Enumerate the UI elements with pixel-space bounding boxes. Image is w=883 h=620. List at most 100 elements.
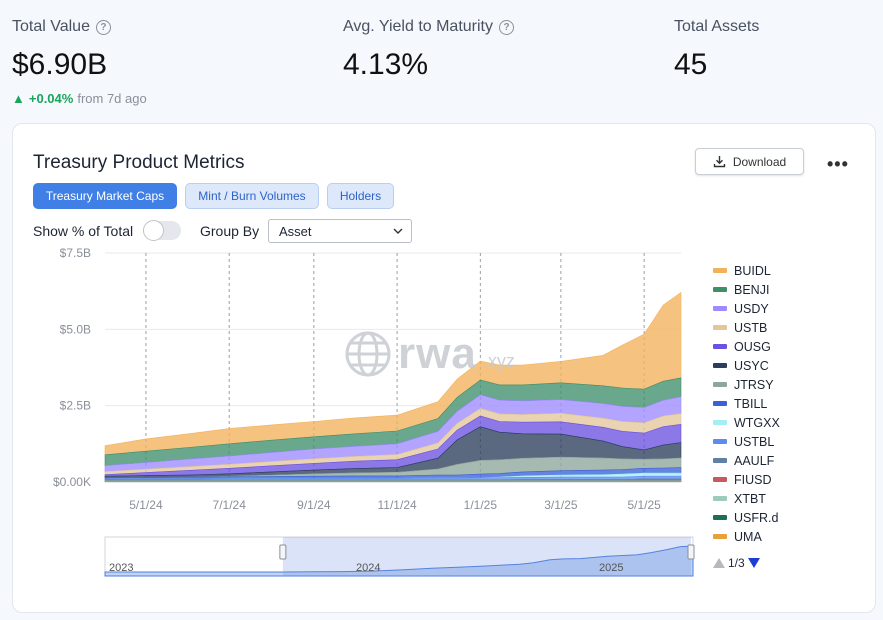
x-tick-label: 11/1/24 [378, 498, 417, 512]
legend-swatch [713, 534, 727, 539]
legend-item[interactable]: AAULF [713, 451, 780, 470]
chevron-down-icon [393, 228, 403, 234]
navigator-selection [282, 537, 691, 576]
legend-item[interactable]: FIUSD [713, 470, 780, 489]
x-tick-label: 7/1/24 [213, 498, 247, 512]
legend-item[interactable]: BENJI [713, 280, 780, 299]
globe-icon [345, 331, 391, 377]
x-tick-label: 9/1/24 [297, 498, 331, 512]
download-icon [713, 156, 726, 168]
legend-label: TBILL [734, 396, 768, 411]
card-title: Treasury Product Metrics [33, 152, 245, 173]
legend-item[interactable]: OUSG [713, 337, 780, 356]
legend-label: USYC [734, 358, 769, 373]
legend-item[interactable]: WTGXX [713, 413, 780, 432]
assets-value: 45 [674, 48, 708, 81]
legend-label: UMA [734, 529, 762, 544]
navigator-handle [279, 544, 287, 560]
navigator-year-label: 2023 [109, 562, 133, 574]
navigator-year-label: 2024 [356, 562, 380, 574]
arrow-down-icon[interactable] [747, 558, 760, 568]
legend-label: USDY [734, 301, 769, 316]
help-icon[interactable]: ? [499, 19, 514, 35]
legend-item[interactable]: BUIDL [713, 261, 780, 280]
total-value-stat: Total Value? $6.90B ▲ +0.04% from 7d ago [12, 18, 147, 106]
legend-label: WTGXX [734, 415, 780, 430]
group-by-select[interactable]: Asset [268, 219, 412, 243]
legend-swatch [713, 382, 727, 387]
pager-label: 1/3 [728, 556, 745, 570]
assets-stat: Total Assets 45 [674, 18, 759, 82]
show-pct-label: Show % of Total [33, 223, 134, 239]
legend-swatch [713, 325, 727, 330]
x-tick-label: 3/1/25 [544, 498, 578, 512]
y-tick-label: $5.0B [60, 322, 91, 336]
group-by-label: Group By [200, 223, 260, 239]
yield-label: Avg. Yield to Maturity [343, 18, 493, 35]
legend-label: BUIDL [734, 263, 771, 278]
legend-item[interactable]: USTBL [713, 432, 780, 451]
legend-swatch [713, 287, 727, 292]
y-tick-label: $2.5B [60, 399, 91, 413]
legend-swatch [713, 458, 727, 463]
tab-mint-burn[interactable]: Mint / Burn Volumes [185, 183, 319, 209]
navigator-year-label: 2025 [599, 562, 623, 574]
show-pct-toggle[interactable] [143, 220, 181, 241]
legend-swatch [713, 515, 727, 520]
download-button[interactable]: Download [695, 148, 804, 175]
watermark-suffix: .xyz [482, 350, 515, 371]
legend-label: USFR.d [734, 510, 779, 525]
legend-swatch [713, 268, 727, 273]
legend-swatch [713, 306, 727, 311]
legend-label: OUSG [734, 339, 771, 354]
more-options-icon[interactable]: ••• [827, 154, 849, 174]
legend-item[interactable]: XTBT [713, 489, 780, 508]
treasury-metrics-card: Treasury Product Metrics Download ••• Tr… [12, 123, 876, 613]
total-value-label: Total Value [12, 18, 90, 35]
x-tick-label: 5/1/24 [129, 498, 163, 512]
legend-label: FIUSD [734, 472, 772, 487]
yield-stat: Avg. Yield to Maturity? 4.13% [343, 18, 514, 82]
arrow-up-icon: ▲ [12, 91, 25, 106]
legend-item[interactable]: UMA [713, 527, 780, 546]
total-value: $6.90B [12, 48, 108, 81]
legend-swatch [713, 420, 727, 425]
legend-label: AAULF [734, 453, 775, 468]
legend-swatch [713, 496, 727, 501]
watermark: rwa .xyz [344, 329, 515, 379]
yield-value: 4.13% [343, 48, 429, 81]
legend-swatch [713, 344, 727, 349]
legend-item[interactable]: USFR.d [713, 508, 780, 527]
legend-swatch [713, 363, 727, 368]
total-value-change: +0.04% [28, 91, 74, 106]
group-by-value: Asset [279, 223, 312, 239]
tab-market-caps[interactable]: Treasury Market Caps [33, 183, 177, 209]
legend-label: USTBL [734, 434, 775, 449]
legend-item[interactable]: USYC [713, 356, 780, 375]
tab-holders[interactable]: Holders [327, 183, 394, 209]
legend-item[interactable]: JTRSY [713, 375, 780, 394]
total-value-change-suffix: from 7d ago [77, 91, 147, 106]
download-label: Download [732, 154, 787, 169]
x-tick-label: 5/1/25 [627, 498, 661, 512]
chart-svg: $0.00K $2.5B $5.0B $7.5B 5/1/24 7/1/24 9/1/24 1… [53, 246, 695, 577]
legend-item[interactable]: USTB [713, 318, 780, 337]
navigator-handle [687, 544, 695, 560]
legend-label: BENJI [734, 282, 770, 297]
legend-label: XTBT [734, 491, 766, 506]
legend-label: JTRSY [734, 377, 774, 392]
assets-label: Total Assets [674, 18, 760, 35]
help-icon[interactable]: ? [95, 19, 111, 35]
legend-item[interactable]: TBILL [713, 394, 780, 413]
legend-pager: 1/3 [713, 556, 760, 570]
y-tick-label: $7.5B [60, 246, 91, 260]
arrow-up-icon[interactable] [713, 558, 725, 568]
legend-label: USTB [734, 320, 768, 335]
y-tick-label: $0.00K [53, 475, 91, 489]
navigator-series [104, 545, 694, 577]
chart-legend: BUIDL BENJI USDY USTB OUSG USYC JTRSY TBILL WTGX… [713, 261, 780, 546]
legend-swatch [713, 477, 727, 482]
legend-item[interactable]: USDY [713, 299, 780, 318]
legend-swatch [713, 439, 727, 444]
legend-swatch [713, 401, 727, 406]
